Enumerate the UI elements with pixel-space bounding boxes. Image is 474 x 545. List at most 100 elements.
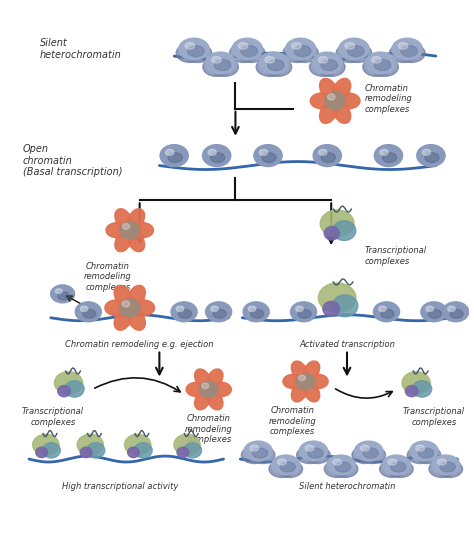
Ellipse shape xyxy=(256,58,284,76)
Ellipse shape xyxy=(319,149,327,155)
Ellipse shape xyxy=(390,44,417,63)
Ellipse shape xyxy=(438,459,447,465)
Ellipse shape xyxy=(122,301,130,307)
Ellipse shape xyxy=(333,221,356,240)
Ellipse shape xyxy=(402,372,430,394)
Ellipse shape xyxy=(363,448,378,458)
Ellipse shape xyxy=(183,443,201,458)
Ellipse shape xyxy=(324,461,350,477)
Ellipse shape xyxy=(80,306,88,312)
Ellipse shape xyxy=(308,374,328,389)
Ellipse shape xyxy=(318,58,345,76)
Text: Open
chromatin
(Basal transcription): Open chromatin (Basal transcription) xyxy=(23,144,122,177)
Ellipse shape xyxy=(168,153,182,162)
Ellipse shape xyxy=(36,447,47,458)
Ellipse shape xyxy=(310,93,333,109)
Ellipse shape xyxy=(171,302,197,322)
Ellipse shape xyxy=(200,382,218,397)
Ellipse shape xyxy=(283,374,304,389)
Ellipse shape xyxy=(335,462,351,472)
Ellipse shape xyxy=(323,301,339,316)
Ellipse shape xyxy=(83,310,96,318)
Ellipse shape xyxy=(250,445,259,451)
Ellipse shape xyxy=(432,455,460,475)
Ellipse shape xyxy=(410,441,438,461)
Ellipse shape xyxy=(415,446,441,463)
Text: Chromatin
remodeling
complexes: Chromatin remodeling complexes xyxy=(185,414,233,444)
Ellipse shape xyxy=(319,102,337,123)
Ellipse shape xyxy=(428,310,441,318)
Ellipse shape xyxy=(120,222,140,239)
Ellipse shape xyxy=(207,390,223,410)
Ellipse shape xyxy=(324,227,339,240)
Ellipse shape xyxy=(33,434,59,455)
Ellipse shape xyxy=(188,46,204,57)
Ellipse shape xyxy=(299,441,328,461)
Ellipse shape xyxy=(280,462,295,472)
Ellipse shape xyxy=(42,443,60,458)
Ellipse shape xyxy=(237,44,265,63)
Ellipse shape xyxy=(251,310,264,318)
Ellipse shape xyxy=(241,46,257,57)
Ellipse shape xyxy=(381,310,394,318)
Ellipse shape xyxy=(202,383,209,389)
Ellipse shape xyxy=(304,361,319,380)
Text: Chromatin
remodeling
complexes: Chromatin remodeling complexes xyxy=(84,262,132,292)
Ellipse shape xyxy=(285,38,316,60)
Ellipse shape xyxy=(294,46,311,57)
Ellipse shape xyxy=(268,59,284,70)
Ellipse shape xyxy=(184,44,212,63)
Ellipse shape xyxy=(105,300,128,316)
Ellipse shape xyxy=(75,302,101,322)
Ellipse shape xyxy=(345,43,355,49)
Ellipse shape xyxy=(296,373,315,390)
Ellipse shape xyxy=(160,144,188,167)
Ellipse shape xyxy=(422,149,430,155)
Ellipse shape xyxy=(208,149,216,155)
Ellipse shape xyxy=(211,57,221,63)
Ellipse shape xyxy=(179,38,209,60)
Ellipse shape xyxy=(380,149,388,155)
Ellipse shape xyxy=(296,306,303,312)
Ellipse shape xyxy=(179,310,191,318)
Ellipse shape xyxy=(333,78,351,100)
Ellipse shape xyxy=(55,372,82,394)
Ellipse shape xyxy=(211,58,238,76)
Text: Silent
heterochromatin: Silent heterochromatin xyxy=(39,38,121,60)
Ellipse shape xyxy=(195,369,210,389)
Ellipse shape xyxy=(374,302,400,322)
Ellipse shape xyxy=(277,461,302,477)
Ellipse shape xyxy=(321,59,337,70)
Ellipse shape xyxy=(291,44,319,63)
Ellipse shape xyxy=(305,445,314,451)
Ellipse shape xyxy=(299,375,305,380)
Ellipse shape xyxy=(128,309,146,330)
Ellipse shape xyxy=(450,310,463,318)
Ellipse shape xyxy=(249,446,275,463)
Ellipse shape xyxy=(416,445,425,451)
Ellipse shape xyxy=(119,299,140,317)
Ellipse shape xyxy=(58,292,70,300)
Ellipse shape xyxy=(243,302,269,322)
Ellipse shape xyxy=(128,209,145,229)
Text: Chromatin
remodeling
complexes: Chromatin remodeling complexes xyxy=(365,84,412,114)
Ellipse shape xyxy=(319,283,356,313)
Text: Transcriptional
complexes: Transcriptional complexes xyxy=(22,407,84,427)
Ellipse shape xyxy=(77,434,103,455)
Ellipse shape xyxy=(58,385,70,397)
Ellipse shape xyxy=(344,44,372,63)
Ellipse shape xyxy=(425,153,439,162)
Ellipse shape xyxy=(421,302,447,322)
Ellipse shape xyxy=(264,58,292,76)
Ellipse shape xyxy=(332,295,358,317)
Ellipse shape xyxy=(115,209,132,229)
Ellipse shape xyxy=(336,44,364,63)
Ellipse shape xyxy=(304,446,330,463)
Ellipse shape xyxy=(407,446,433,463)
Text: Chromatin
remodeling
complexes: Chromatin remodeling complexes xyxy=(269,407,317,436)
Ellipse shape xyxy=(308,448,323,458)
Ellipse shape xyxy=(352,446,378,463)
Ellipse shape xyxy=(328,94,335,100)
Ellipse shape xyxy=(437,461,463,477)
Ellipse shape xyxy=(292,43,301,49)
